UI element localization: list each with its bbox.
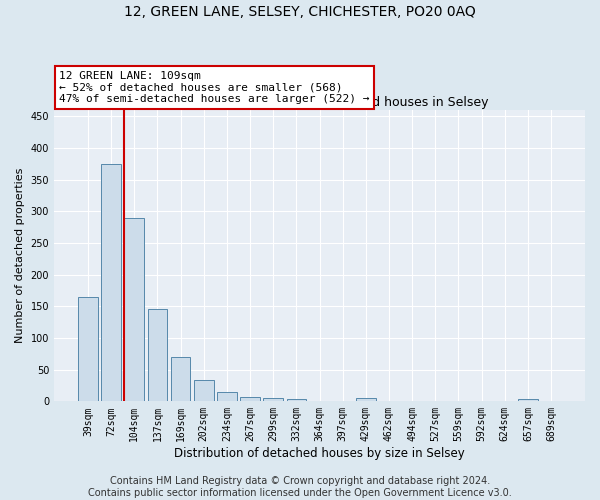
Bar	[78, 297, 98, 402]
Text: Contains HM Land Registry data © Crown copyright and database right 2024.
Contai: Contains HM Land Registry data © Crown c…	[88, 476, 512, 498]
Bar	[356, 398, 376, 402]
X-axis label: Distribution of detached houses by size in Selsey: Distribution of detached houses by size …	[174, 447, 465, 460]
Bar	[171, 357, 190, 402]
Title: Size of property relative to detached houses in Selsey: Size of property relative to detached ho…	[150, 96, 489, 108]
Bar	[240, 397, 260, 402]
Bar	[101, 164, 121, 402]
Bar	[518, 399, 538, 402]
Bar	[194, 380, 214, 402]
Y-axis label: Number of detached properties: Number of detached properties	[15, 168, 25, 344]
Text: 12, GREEN LANE, SELSEY, CHICHESTER, PO20 0AQ: 12, GREEN LANE, SELSEY, CHICHESTER, PO20…	[124, 5, 476, 19]
Text: 12 GREEN LANE: 109sqm
← 52% of detached houses are smaller (568)
47% of semi-det: 12 GREEN LANE: 109sqm ← 52% of detached …	[59, 71, 370, 104]
Bar	[263, 398, 283, 402]
Bar	[287, 399, 306, 402]
Bar	[217, 392, 237, 402]
Bar	[148, 310, 167, 402]
Bar	[124, 218, 144, 402]
